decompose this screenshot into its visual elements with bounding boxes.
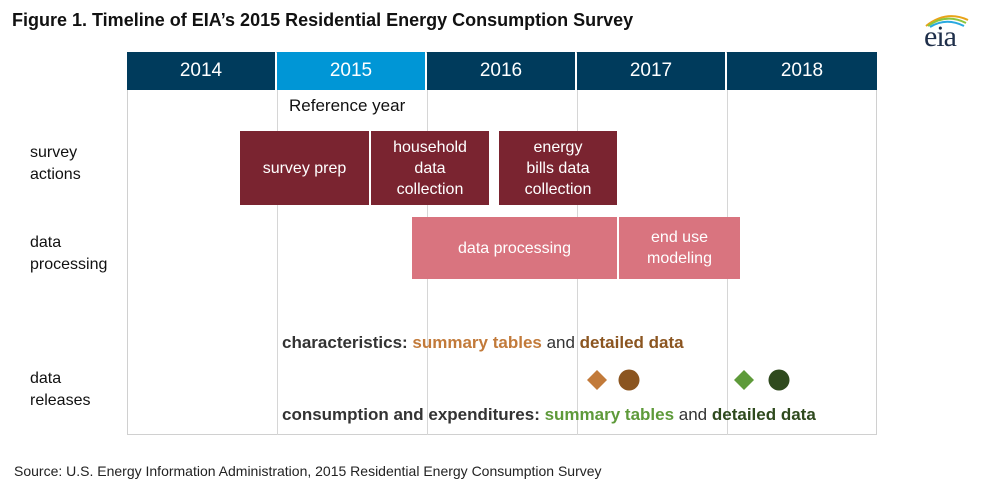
bar-label: survey prep: [262, 159, 347, 177]
eia-logo: eia: [918, 8, 974, 53]
bar-data-processing: data processing: [412, 217, 617, 279]
consumption-detailed-circle-marker: [768, 369, 790, 391]
bar-label-line: collection: [524, 180, 592, 198]
bar-label-line: energy: [533, 138, 583, 156]
release-prefix: characteristics:: [282, 333, 413, 352]
eia-logo-text: eia: [924, 20, 957, 53]
bar-household-data-collection: household data collection: [371, 131, 489, 205]
year-2018: 2018: [727, 52, 877, 90]
row-label-line: data: [30, 370, 62, 387]
year-2015-reference: 2015: [277, 52, 426, 90]
row-label-survey-actions: survey actions: [30, 142, 81, 186]
row-label-data-processing: data processing: [30, 232, 107, 276]
release-characteristics-text: characteristics: summary tables and deta…: [282, 333, 684, 353]
row-label-line: survey: [30, 144, 78, 161]
bar-survey-prep: survey prep: [240, 131, 369, 205]
row-label-line: actions: [30, 166, 81, 183]
eia-logo-arcs-icon: [925, 15, 969, 28]
year-2017: 2017: [577, 52, 726, 90]
consumption-summary-diamond-marker: [734, 370, 754, 390]
release-and: and: [674, 405, 712, 424]
release-detailed-data: detailed data: [579, 333, 684, 352]
row-label-line: releases: [30, 392, 91, 409]
bar-label-line: bills data: [526, 159, 590, 177]
characteristics-detailed-circle-marker: [618, 369, 640, 391]
release-prefix: consumption and expenditures:: [282, 405, 545, 424]
source-note: Source: U.S. Energy Information Administ…: [14, 463, 602, 479]
bar-label-line: data: [414, 159, 446, 177]
release-detailed-data: detailed data: [711, 405, 816, 424]
release-consumption-text: consumption and expenditures: summary ta…: [282, 405, 816, 425]
row-label-data-releases: data releases: [30, 368, 90, 412]
year-2016: 2016: [427, 52, 576, 90]
bar-label-line: modeling: [647, 250, 712, 267]
gridline-2015: [277, 52, 278, 435]
release-summary-tables: summary tables: [544, 405, 675, 424]
bar-label-line: household: [393, 138, 467, 156]
reference-year-label: Reference year: [289, 96, 406, 115]
figure-title: Figure 1. Timeline of EIA’s 2015 Residen…: [12, 10, 634, 30]
bar-end-use-modeling: end use modeling: [619, 217, 740, 279]
release-and: and: [541, 333, 580, 352]
row-label-line: data: [30, 234, 62, 251]
bar-label-line: end use: [651, 229, 708, 246]
bar-label: data processing: [458, 239, 571, 257]
bar-label-line: collection: [396, 180, 464, 198]
release-summary-tables: summary tables: [412, 333, 542, 352]
characteristics-summary-diamond-marker: [587, 370, 607, 390]
bar-energy-bills-data-collection: energy bills data collection: [499, 131, 617, 205]
year-2014: 2014: [127, 52, 276, 90]
row-label-line: processing: [30, 256, 108, 273]
